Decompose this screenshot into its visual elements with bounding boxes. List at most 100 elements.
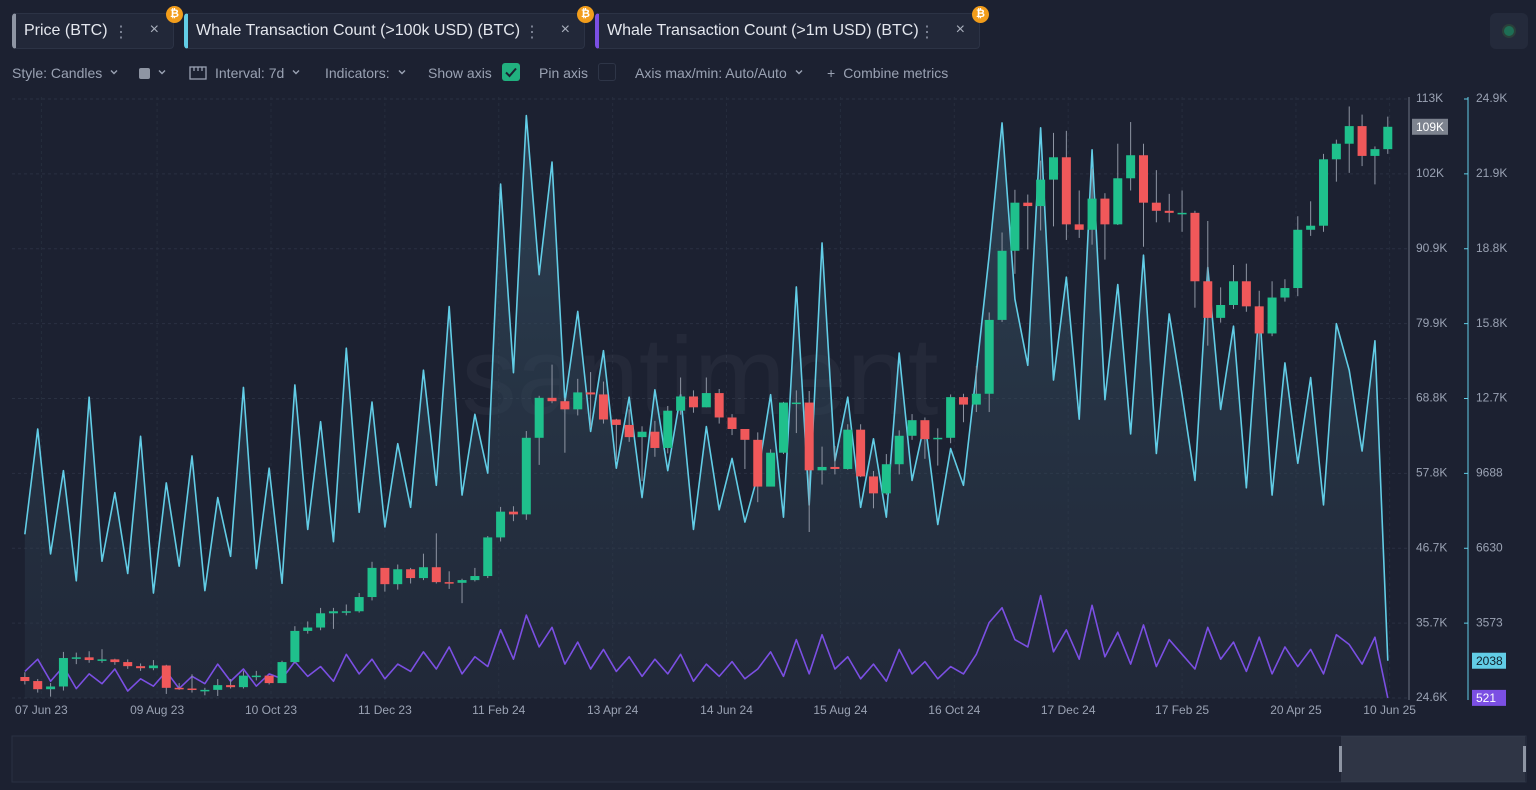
candle-body bbox=[84, 657, 94, 661]
axis-range-dropdown[interactable]: Axis max/min: Auto/Auto bbox=[635, 64, 803, 82]
candle-body bbox=[714, 393, 724, 418]
toolbar-label: Axis max/min: Auto/Auto bbox=[635, 65, 787, 81]
settings-button[interactable] bbox=[1490, 13, 1528, 49]
candle-body bbox=[637, 431, 647, 438]
interval-dropdown[interactable]: Interval: 7d bbox=[189, 64, 300, 82]
tab-menu[interactable]: ⋮ bbox=[113, 24, 129, 41]
y-tick-label: 24.6K bbox=[1416, 690, 1447, 704]
candle-body bbox=[830, 466, 840, 469]
candle-body bbox=[1023, 202, 1033, 207]
x-tick-label: 07 Jun 23 bbox=[15, 703, 68, 717]
y2-tick-label: 18.8K bbox=[1476, 241, 1507, 255]
candle-body bbox=[341, 611, 351, 613]
tab-label: Price (BTC) bbox=[24, 22, 108, 39]
candle-body bbox=[534, 397, 544, 438]
candle-body bbox=[1254, 306, 1264, 334]
candle-body bbox=[727, 417, 737, 429]
price-badge bbox=[1412, 118, 1448, 135]
pin-axis-checkbox[interactable] bbox=[598, 63, 616, 81]
candle-body bbox=[380, 567, 390, 585]
candle-body bbox=[1216, 304, 1226, 318]
toolbar-label: Style: Candles bbox=[12, 65, 103, 81]
candle-body bbox=[393, 569, 403, 585]
candle-body bbox=[354, 597, 364, 612]
candle-body bbox=[1138, 155, 1148, 203]
combine-metrics-button[interactable]: + Combine metrics bbox=[827, 64, 948, 82]
candle-body bbox=[598, 394, 608, 420]
candle-body bbox=[46, 686, 56, 690]
candle-body bbox=[1306, 225, 1316, 230]
x-tick-label: 20 Apr 25 bbox=[1270, 703, 1322, 717]
x-tick-label: 14 Jun 24 bbox=[700, 703, 753, 717]
show-axis-label[interactable]: Show axis bbox=[428, 64, 492, 82]
navigator-handle[interactable] bbox=[1523, 746, 1526, 772]
candle-body bbox=[58, 658, 68, 687]
y2-tick-label: 21.9K bbox=[1476, 166, 1507, 180]
candle-body bbox=[753, 439, 763, 487]
calendar-icon bbox=[189, 66, 207, 80]
x-tick-label: 10 Oct 23 bbox=[245, 703, 297, 717]
x-tick-label: 13 Apr 24 bbox=[587, 703, 639, 717]
toolbar-label: Pin axis bbox=[539, 65, 589, 81]
x-tick-label: 15 Aug 24 bbox=[813, 703, 867, 717]
candle-body bbox=[624, 424, 634, 438]
candle-body bbox=[457, 580, 467, 583]
tab-menu[interactable]: ⋮ bbox=[919, 24, 935, 41]
check-mark bbox=[505, 67, 517, 78]
candle-body bbox=[1280, 288, 1290, 298]
tab-menu[interactable]: ⋮ bbox=[524, 24, 540, 41]
x-tick-label: 17 Feb 25 bbox=[1155, 703, 1209, 717]
show-axis-checkbox[interactable] bbox=[502, 63, 520, 81]
metric-tab[interactable]: Price (BTC) ⋮ × ₿ bbox=[12, 6, 183, 49]
candle-body bbox=[508, 511, 518, 515]
candle-body bbox=[920, 420, 930, 440]
tab-close[interactable]: × bbox=[955, 21, 965, 38]
candle-body bbox=[328, 611, 338, 614]
x-tick-label: 17 Dec 24 bbox=[1041, 703, 1096, 717]
tab-label: Whale Transaction Count (>1m USD) (BTC) bbox=[607, 22, 919, 39]
y2-tick-label: 3573 bbox=[1476, 615, 1503, 629]
candle-body bbox=[881, 464, 891, 494]
candle-body bbox=[1357, 126, 1367, 156]
pin-axis-label[interactable]: Pin axis bbox=[539, 64, 588, 82]
y2-tick-label: 12.7K bbox=[1476, 391, 1507, 405]
candle-body bbox=[894, 435, 904, 465]
candle-body bbox=[907, 420, 917, 436]
y-tick-label: 113K bbox=[1416, 91, 1443, 105]
candle-body bbox=[611, 419, 621, 425]
candle-body bbox=[933, 437, 943, 440]
tab-close[interactable]: × bbox=[560, 21, 570, 38]
navigator[interactable] bbox=[11, 735, 1527, 783]
candle-body bbox=[1087, 198, 1097, 230]
candle-body bbox=[856, 429, 866, 477]
candle-body bbox=[701, 393, 711, 408]
candle-body bbox=[1036, 179, 1046, 207]
candle-body bbox=[804, 402, 814, 471]
x-tick-label: 16 Oct 24 bbox=[928, 703, 980, 717]
y2-tick-label: 15.8K bbox=[1476, 316, 1507, 330]
candle-body bbox=[290, 630, 300, 663]
candle-body bbox=[1370, 149, 1380, 156]
value-badge bbox=[1472, 652, 1506, 669]
indicators-dropdown[interactable]: Indicators: bbox=[325, 64, 406, 82]
plus-icon: + bbox=[827, 65, 836, 81]
value-badge-label: 2038 bbox=[1476, 654, 1503, 668]
candle-body bbox=[136, 666, 146, 669]
candle-body bbox=[560, 401, 570, 410]
metric-tab[interactable]: Whale Transaction Count (>1m USD) (BTC) ⋮… bbox=[595, 6, 989, 49]
color-dropdown[interactable] bbox=[139, 64, 166, 82]
candle-body bbox=[1267, 297, 1277, 334]
y-tick-label: 57.8K bbox=[1416, 466, 1447, 480]
navigator-window[interactable] bbox=[1341, 736, 1525, 782]
metric-tab[interactable]: Whale Transaction Count (>100k USD) (BTC… bbox=[184, 6, 594, 49]
navigator-handle[interactable] bbox=[1339, 746, 1342, 772]
chevron bbox=[292, 70, 300, 75]
chevron bbox=[398, 70, 406, 75]
candle-body bbox=[226, 685, 236, 688]
y2-tick-label: 24.9K bbox=[1476, 91, 1507, 105]
tab-close[interactable]: × bbox=[149, 21, 159, 38]
style-dropdown[interactable]: Style: Candles bbox=[12, 64, 118, 82]
candle-body bbox=[1203, 281, 1213, 318]
